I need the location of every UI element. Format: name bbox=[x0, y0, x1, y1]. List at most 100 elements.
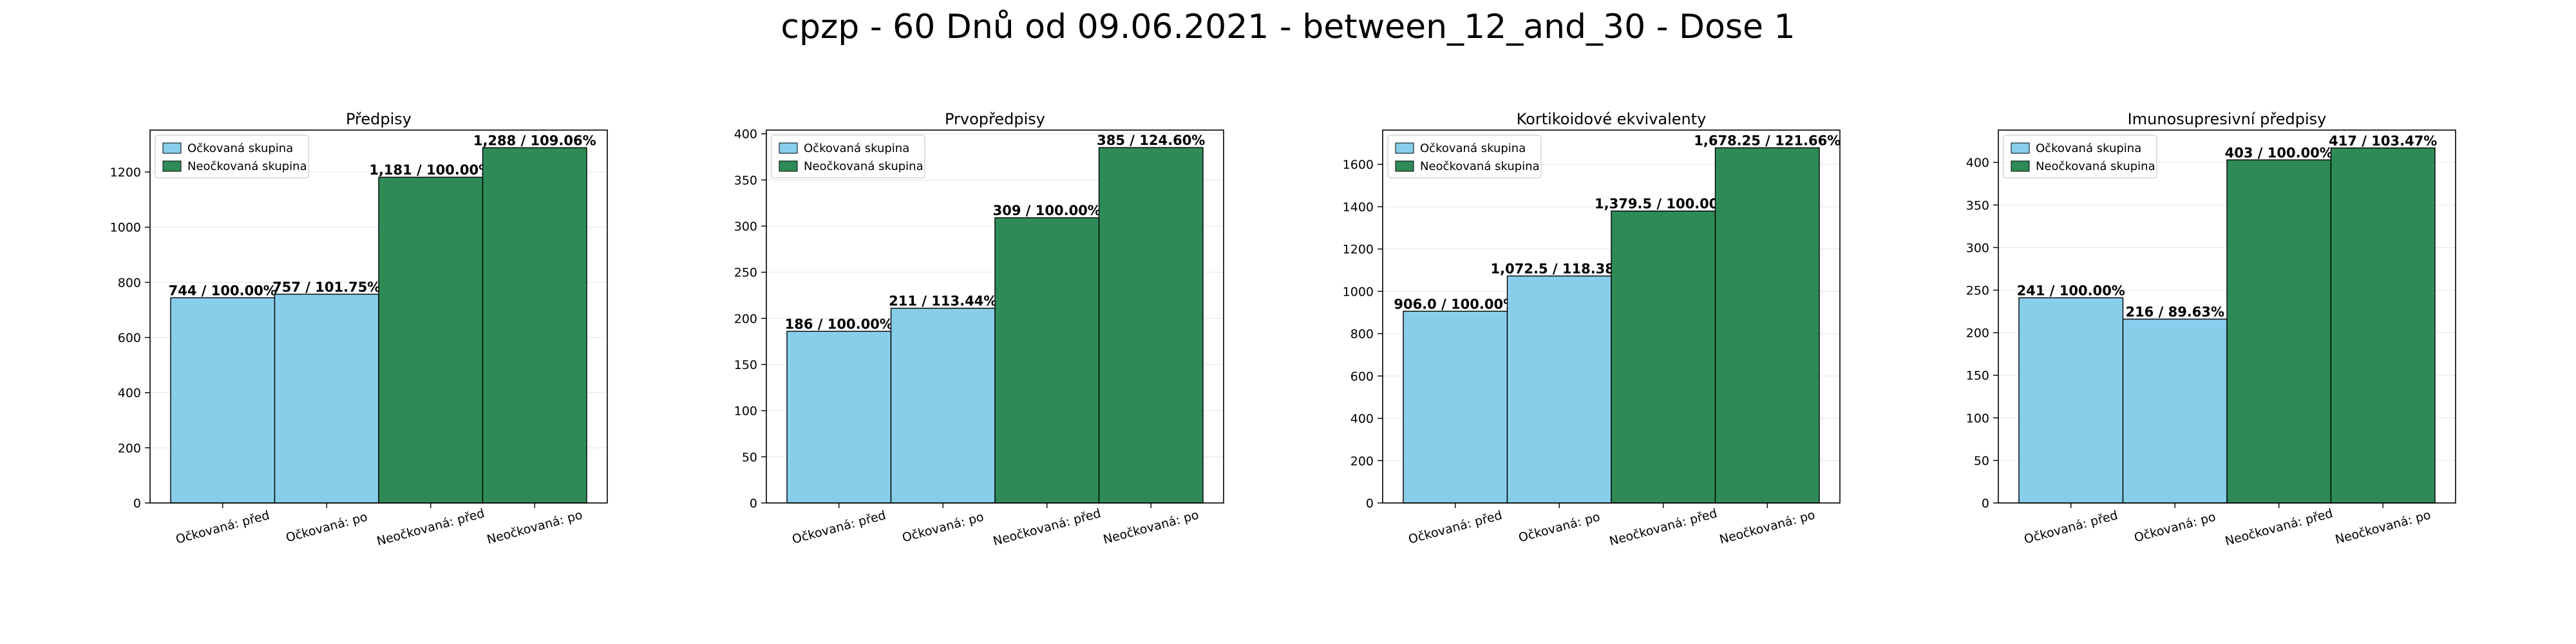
bar bbox=[1403, 310, 1508, 504]
legend-swatch bbox=[779, 142, 798, 154]
bar-value-label: 744 / 100.00% bbox=[169, 283, 277, 298]
bar bbox=[2122, 318, 2228, 504]
x-tick-label: Očkovaná: před bbox=[791, 508, 887, 547]
bar-value-label: 757 / 101.75% bbox=[272, 279, 381, 295]
y-tick-label: 1200 bbox=[110, 166, 141, 180]
legend-label: Očkovaná skupina bbox=[187, 142, 293, 155]
y-tick-label: 400 bbox=[734, 128, 757, 142]
bar bbox=[1611, 210, 1716, 504]
bar-value-label: 309 / 100.00% bbox=[993, 203, 1101, 218]
bar-value-label: 1,288 / 109.06% bbox=[473, 133, 596, 148]
y-tick-label: 200 bbox=[118, 441, 141, 455]
x-tick-label: Očkovaná: po bbox=[1517, 510, 1602, 545]
x-tick-label: Očkovaná: před bbox=[1407, 508, 1504, 547]
plot-frame bbox=[766, 129, 1224, 504]
plot-frame bbox=[1998, 129, 2456, 504]
legend-label: Neočkovaná skupina bbox=[187, 160, 307, 173]
y-tick-label: 600 bbox=[118, 331, 141, 345]
bar bbox=[1506, 275, 1612, 504]
bar-value-label: 1,181 / 100.00% bbox=[369, 162, 492, 178]
y-tick-label: 1400 bbox=[1343, 200, 1374, 214]
y-tick-label: 0 bbox=[133, 497, 141, 511]
y-tick-label: 1000 bbox=[1343, 285, 1374, 299]
bar bbox=[2018, 297, 2124, 504]
bar-value-label: 211 / 113.44% bbox=[889, 294, 997, 309]
y-tick-label: 400 bbox=[1350, 412, 1374, 426]
bar bbox=[890, 307, 996, 504]
bar bbox=[378, 176, 484, 504]
y-tick-label: 250 bbox=[1966, 284, 1989, 298]
bar-value-label: 216 / 89.63% bbox=[2125, 304, 2224, 319]
legend-label: Očkovaná skupina bbox=[2036, 142, 2141, 155]
y-tick-label: 300 bbox=[734, 220, 757, 234]
legend-box bbox=[2003, 135, 2157, 178]
bar-value-label: 417 / 103.47% bbox=[2329, 133, 2437, 149]
y-tick-label: 150 bbox=[734, 358, 757, 372]
bar bbox=[1714, 147, 1820, 504]
y-tick-label: 200 bbox=[1350, 454, 1374, 468]
x-tick-label: Očkovaná: po bbox=[901, 510, 985, 545]
legend-box bbox=[155, 135, 309, 178]
bar bbox=[994, 217, 1100, 504]
y-tick-label: 350 bbox=[1966, 198, 1989, 213]
y-tick-label: 200 bbox=[734, 312, 757, 326]
y-tick-label: 250 bbox=[734, 266, 757, 280]
chart-panel-3: Kortikoidové ekvivalenty 0 200 400 600 800 100… bbox=[1343, 110, 1841, 549]
bar bbox=[1098, 147, 1204, 504]
x-tick-label: Očkovaná: po bbox=[2133, 510, 2217, 545]
bar bbox=[2330, 147, 2436, 504]
legend-swatch bbox=[2011, 160, 2030, 172]
x-tick-label: Neočkovaná: před bbox=[375, 506, 486, 549]
y-tick-label: 0 bbox=[1366, 497, 1374, 511]
y-tick-label: 100 bbox=[1966, 412, 1989, 426]
legend-label: Očkovaná skupina bbox=[1420, 142, 1526, 155]
legend-box bbox=[1387, 135, 1542, 178]
x-tick-label: Neočkovaná: po bbox=[1102, 508, 1200, 547]
bar-value-label: 906.0 / 100.00% bbox=[1394, 296, 1517, 312]
legend-swatch bbox=[1395, 142, 1414, 154]
bar bbox=[274, 294, 379, 504]
x-tick-label: Neočkovaná: po bbox=[486, 508, 584, 547]
y-tick-label: 300 bbox=[1966, 241, 1989, 255]
chart-title: Imunosupresivní předpisy bbox=[2128, 110, 2327, 128]
legend-swatch bbox=[779, 160, 798, 172]
chart-panel-1: Předpisy 0 200 400 600 800 1000 1200 744 / 100.0… bbox=[110, 110, 608, 549]
bar-value-label: 385 / 124.60% bbox=[1097, 133, 1205, 148]
bar-value-label: 1,678.25 / 121.66% bbox=[1694, 133, 1841, 149]
y-tick-label: 1200 bbox=[1343, 243, 1374, 257]
legend-label: Očkovaná skupina bbox=[804, 142, 909, 155]
legend-label: Neočkovaná skupina bbox=[1420, 160, 1540, 173]
bar-value-label: 1,379.5 / 100.00% bbox=[1595, 196, 1732, 212]
y-tick-label: 800 bbox=[118, 276, 141, 290]
y-tick-label: 1000 bbox=[110, 221, 141, 235]
x-tick-label: Neočkovaná: po bbox=[2334, 508, 2432, 547]
y-tick-label: 50 bbox=[1974, 454, 1989, 468]
legend-label: Neočkovaná skupina bbox=[804, 160, 923, 173]
x-tick-label: Neočkovaná: před bbox=[2224, 506, 2334, 549]
chart-title: Kortikoidové ekvivalenty bbox=[1517, 110, 1707, 128]
x-tick-label: Očkovaná: po bbox=[285, 510, 369, 545]
x-tick-label: Neočkovaná: po bbox=[1718, 508, 1817, 547]
chart-title: Prvopředpisy bbox=[945, 110, 1045, 128]
plot-frame bbox=[149, 129, 608, 504]
y-tick-label: 0 bbox=[750, 497, 757, 511]
chart-panel-2: Prvopředpisy 0 50 100 150 200 250 300 350 400 186 … bbox=[734, 110, 1224, 549]
chart-title: Předpisy bbox=[346, 110, 412, 128]
legend-swatch bbox=[1395, 160, 1414, 172]
bar-value-label: 403 / 100.00% bbox=[2225, 145, 2333, 160]
legend-swatch bbox=[162, 142, 182, 154]
plot-frame bbox=[1382, 129, 1841, 504]
y-tick-label: 150 bbox=[1966, 369, 1989, 383]
legend-label: Neočkovaná skupina bbox=[2036, 160, 2155, 173]
x-tick-label: Neočkovaná: před bbox=[992, 506, 1103, 549]
y-tick-label: 50 bbox=[742, 450, 757, 464]
y-tick-label: 600 bbox=[1350, 370, 1374, 384]
bar-value-label: 241 / 100.00% bbox=[2017, 283, 2125, 298]
bar bbox=[2226, 159, 2332, 504]
bar-value-label: 186 / 100.00% bbox=[785, 316, 893, 332]
y-tick-label: 100 bbox=[734, 404, 757, 419]
chart-panel-4: Imunosupresivní předpisy 0 50 100 150 200 250 3… bbox=[1966, 110, 2456, 549]
y-tick-label: 200 bbox=[1966, 327, 1989, 341]
y-tick-label: 400 bbox=[118, 386, 141, 401]
y-tick-label: 350 bbox=[734, 173, 757, 187]
